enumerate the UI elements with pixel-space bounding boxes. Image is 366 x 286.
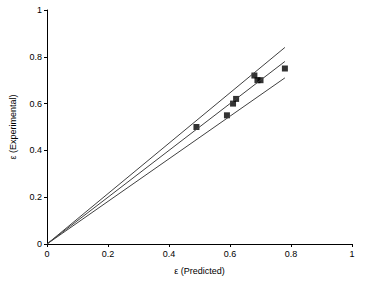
svg-text:0: 0 xyxy=(37,239,42,249)
svg-text:0.8: 0.8 xyxy=(285,249,298,259)
svg-text:0.6: 0.6 xyxy=(29,99,42,109)
svg-text:1: 1 xyxy=(37,5,42,15)
svg-text:ε (Experimental): ε (Experimental) xyxy=(8,94,18,159)
svg-text:1: 1 xyxy=(349,249,354,259)
svg-text:ε (Predicted): ε (Predicted) xyxy=(174,266,225,276)
svg-text:0: 0 xyxy=(44,249,49,259)
svg-text:0.2: 0.2 xyxy=(102,249,115,259)
svg-text:0.6: 0.6 xyxy=(224,249,237,259)
svg-text:0.2: 0.2 xyxy=(29,192,42,202)
svg-text:0.8: 0.8 xyxy=(29,52,42,62)
svg-text:0.4: 0.4 xyxy=(29,145,42,155)
svg-text:0.4: 0.4 xyxy=(163,249,176,259)
